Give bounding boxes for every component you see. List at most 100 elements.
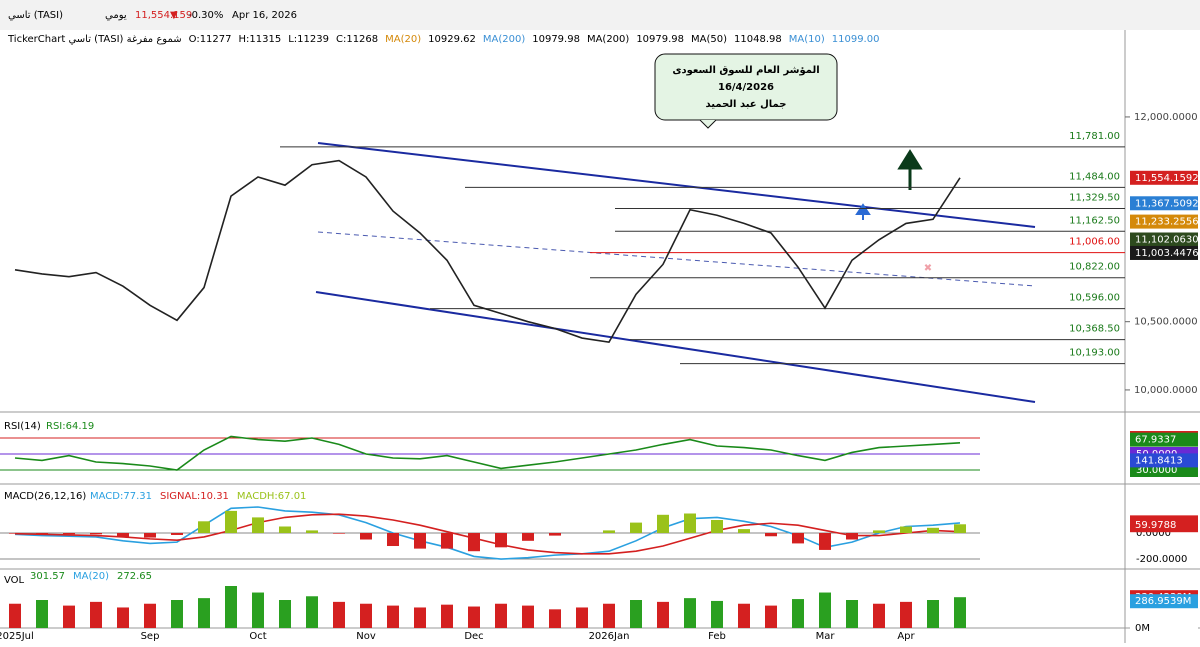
info-item: MA(200) [587, 34, 629, 45]
annotation: جمال عبد الحميد [706, 99, 787, 110]
y-tick-label: 30.0000 [1136, 465, 1177, 476]
bar [144, 603, 156, 628]
bar [603, 530, 615, 534]
legend-entry: MACDH:67.01 [237, 491, 307, 502]
bar [495, 533, 507, 548]
info-item: TickerChart تاسي (TASI) شموع مفرغة [7, 34, 182, 45]
y-tick-label: 10,500.0000 [1134, 317, 1198, 328]
level-label: 10,596.00 [1069, 293, 1120, 304]
trend-line [317, 231, 1036, 287]
price: 11,554.159 [135, 10, 192, 21]
trend-line [315, 291, 1036, 403]
bar [657, 514, 669, 534]
price-tag-label: 141.8413 [1135, 455, 1183, 466]
callout [699, 119, 717, 129]
bar [927, 600, 939, 628]
x-tick-label: Oct [249, 631, 266, 642]
bar [171, 533, 183, 535]
x-tick-label: Nov [356, 631, 376, 642]
series-line [14, 159, 961, 344]
y-tick-label: 0.0000 [1136, 528, 1171, 539]
level-label: 10,368.50 [1069, 324, 1120, 335]
bar [333, 601, 345, 628]
level-label: 10,822.00 [1069, 262, 1120, 273]
level-label: 11,781.00 [1069, 131, 1120, 142]
bar [9, 603, 21, 628]
price-tag [1130, 196, 1198, 211]
bar [252, 517, 264, 534]
trend-line [317, 142, 1036, 228]
bar [306, 596, 318, 628]
bar [792, 533, 804, 544]
price-tag [1130, 170, 1198, 185]
series-line [14, 513, 961, 555]
level-label: 10,193.00 [1069, 348, 1120, 359]
annotation: 16/4/2026 [718, 82, 774, 93]
bar [819, 592, 831, 628]
bar [900, 601, 912, 628]
bar [387, 605, 399, 628]
bar [522, 533, 534, 541]
bar [252, 592, 264, 628]
price-tag-label: 11,367.5092 [1135, 198, 1199, 209]
bar [36, 600, 48, 628]
price-tag-label: 286.9539M [1135, 596, 1191, 607]
panel-subtitle: 272.65 [117, 571, 152, 582]
bar [792, 599, 804, 628]
info-item: H:11315 [239, 34, 282, 45]
bar [846, 533, 858, 540]
bar [414, 607, 426, 628]
info-item: MA(200) [483, 34, 525, 45]
bar [360, 603, 372, 628]
bar [954, 597, 966, 628]
bar [657, 601, 669, 628]
bar [171, 600, 183, 628]
panel-title: RSI(14) [4, 421, 41, 432]
bar [549, 609, 561, 628]
arrow-up [855, 203, 871, 220]
price-tag-label: 59.9788 [1135, 520, 1176, 531]
cross: ✖ [924, 263, 932, 274]
price-tag [1130, 245, 1198, 260]
bar [225, 586, 237, 628]
bar [711, 600, 723, 628]
price-tag [1130, 214, 1198, 229]
panel-subtitle: 301.57 [30, 571, 65, 582]
x-tick-label: 2026Jan [589, 631, 630, 642]
price-tag [1130, 621, 1198, 635]
bar [684, 513, 696, 534]
x-tick-label: Apr [897, 631, 915, 642]
bar [873, 603, 885, 628]
bar [225, 510, 237, 534]
price-tag-label: 11,003.4476 [1135, 248, 1199, 259]
x-tick-label: Mar [816, 631, 836, 642]
bar [63, 605, 75, 628]
bar [441, 533, 453, 549]
bar [603, 603, 615, 628]
legend-entry: MACD:77.31 [90, 491, 152, 502]
level-label: 11,484.00 [1069, 171, 1120, 182]
symbol: تاسي (TASI) [8, 10, 63, 21]
annotation-box [654, 53, 838, 121]
price-tag-label: 11,233.2556 [1135, 217, 1199, 228]
bar [765, 533, 777, 537]
arrow: ▼ [170, 10, 178, 21]
bar [414, 533, 426, 549]
bar [630, 600, 642, 628]
level-label: 11,006.00 [1069, 237, 1120, 248]
y-tick-label: 10,000.0000 [1134, 385, 1198, 396]
bar [738, 603, 750, 628]
bar [63, 533, 75, 535]
bar [684, 598, 696, 628]
x-tick-label: Sep [141, 631, 160, 642]
info-item: C:11268 [336, 34, 378, 45]
price-tag-label: 11,554.1592 [1135, 173, 1199, 184]
bar [900, 526, 912, 534]
info-item: 10929.62 [428, 34, 476, 45]
bar [630, 522, 642, 534]
info-item: 11048.98 [734, 34, 782, 45]
price-tag [1130, 232, 1198, 247]
tag [1130, 552, 1198, 567]
price-tag [1130, 453, 1198, 468]
bar [873, 530, 885, 534]
